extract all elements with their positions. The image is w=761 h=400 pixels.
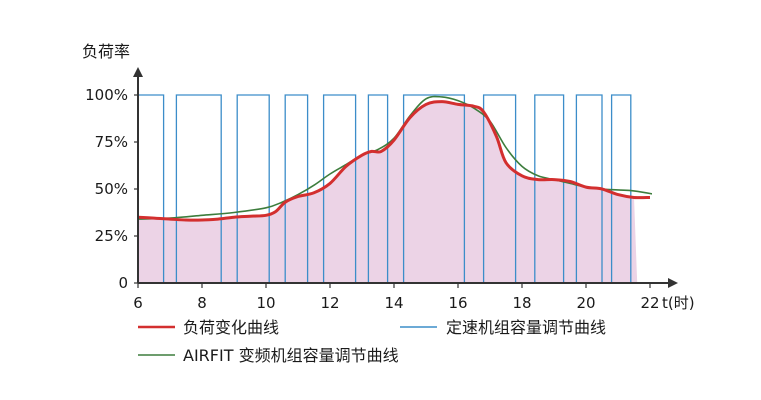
y-axis-arrow — [133, 67, 143, 77]
series-layer — [138, 94, 652, 283]
x-axis-label: t(时) — [662, 294, 695, 312]
y-tick-label: 100% — [85, 86, 128, 104]
y-tick-label: 75% — [95, 133, 128, 151]
y-axis-label: 负荷率 — [82, 42, 130, 61]
x-tick-label: 14 — [384, 294, 403, 312]
axes — [133, 67, 678, 288]
legend-item-airfit: AIRFIT 变频机组容量调节曲线 — [138, 346, 399, 365]
x-tick-label: 12 — [320, 294, 339, 312]
x-tick-label: 6 — [133, 294, 143, 312]
legend-label-fixed: 定速机组容量调节曲线 — [446, 318, 606, 337]
x-tick-label: 18 — [512, 294, 531, 312]
y-tick-label: 25% — [95, 227, 128, 245]
legend-label-load: 负荷变化曲线 — [183, 318, 279, 337]
tick-labels: 6 8 10 12 14 16 18 20 22 0 25% 50% 75% 100% — [85, 86, 659, 312]
x-tick-label: 22 — [640, 294, 659, 312]
x-axis-arrow — [668, 278, 678, 288]
series-fixed-step — [138, 94, 632, 283]
y-tick-label: 50% — [95, 180, 128, 198]
series-load-line — [138, 100, 651, 222]
x-tick-label: 20 — [576, 294, 595, 312]
legend-item-load: 负荷变化曲线 — [138, 318, 279, 337]
x-tick-label: 16 — [448, 294, 467, 312]
x-tick-label: 10 — [256, 294, 275, 312]
x-tick-label: 8 — [197, 294, 207, 312]
legend-label-airfit: AIRFIT 变频机组容量调节曲线 — [183, 346, 399, 365]
legend-item-fixed: 定速机组容量调节曲线 — [400, 318, 606, 337]
legend: 负荷变化曲线 定速机组容量调节曲线 AIRFIT 变频机组容量调节曲线 — [138, 318, 606, 365]
y-tick-label: 0 — [118, 274, 128, 292]
